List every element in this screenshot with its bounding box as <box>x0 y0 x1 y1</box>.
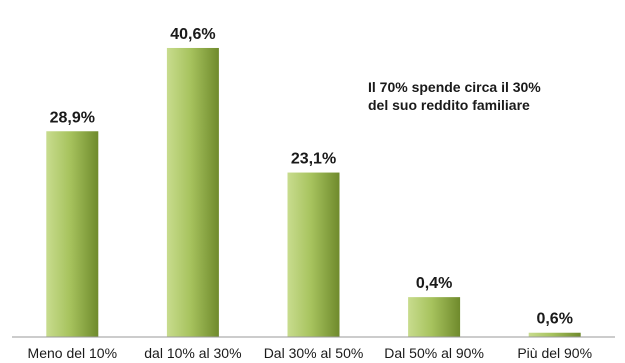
annotation-line-1: Il 70% spende circa il 30% <box>368 79 541 95</box>
bars-group: 28,9% Meno del 10% 40,6% dal 10% al 30% 23,1… <box>28 26 593 361</box>
bar-4 <box>408 297 461 337</box>
bar-5 <box>528 332 581 337</box>
x-tick-label-2: dal 10% al 30% <box>144 345 241 361</box>
bar-1 <box>46 131 99 337</box>
x-tick-label-5: Più del 90% <box>517 345 592 361</box>
data-label-1: 28,9% <box>50 109 95 126</box>
x-tick-label-1: Meno del 10% <box>28 345 118 361</box>
data-label-2: 40,6% <box>170 26 215 43</box>
data-label-3: 23,1% <box>291 151 336 168</box>
bar-2 <box>166 47 219 337</box>
bar-3 <box>287 172 340 337</box>
data-label-4: 0,4% <box>416 275 452 292</box>
data-label-5: 0,6% <box>536 311 572 328</box>
x-tick-label-3: Dal 30% al 50% <box>264 345 364 361</box>
annotation-line-2: del suo reddito familiare <box>368 97 530 113</box>
x-tick-label-4: Dal 50% al 90% <box>384 345 484 361</box>
